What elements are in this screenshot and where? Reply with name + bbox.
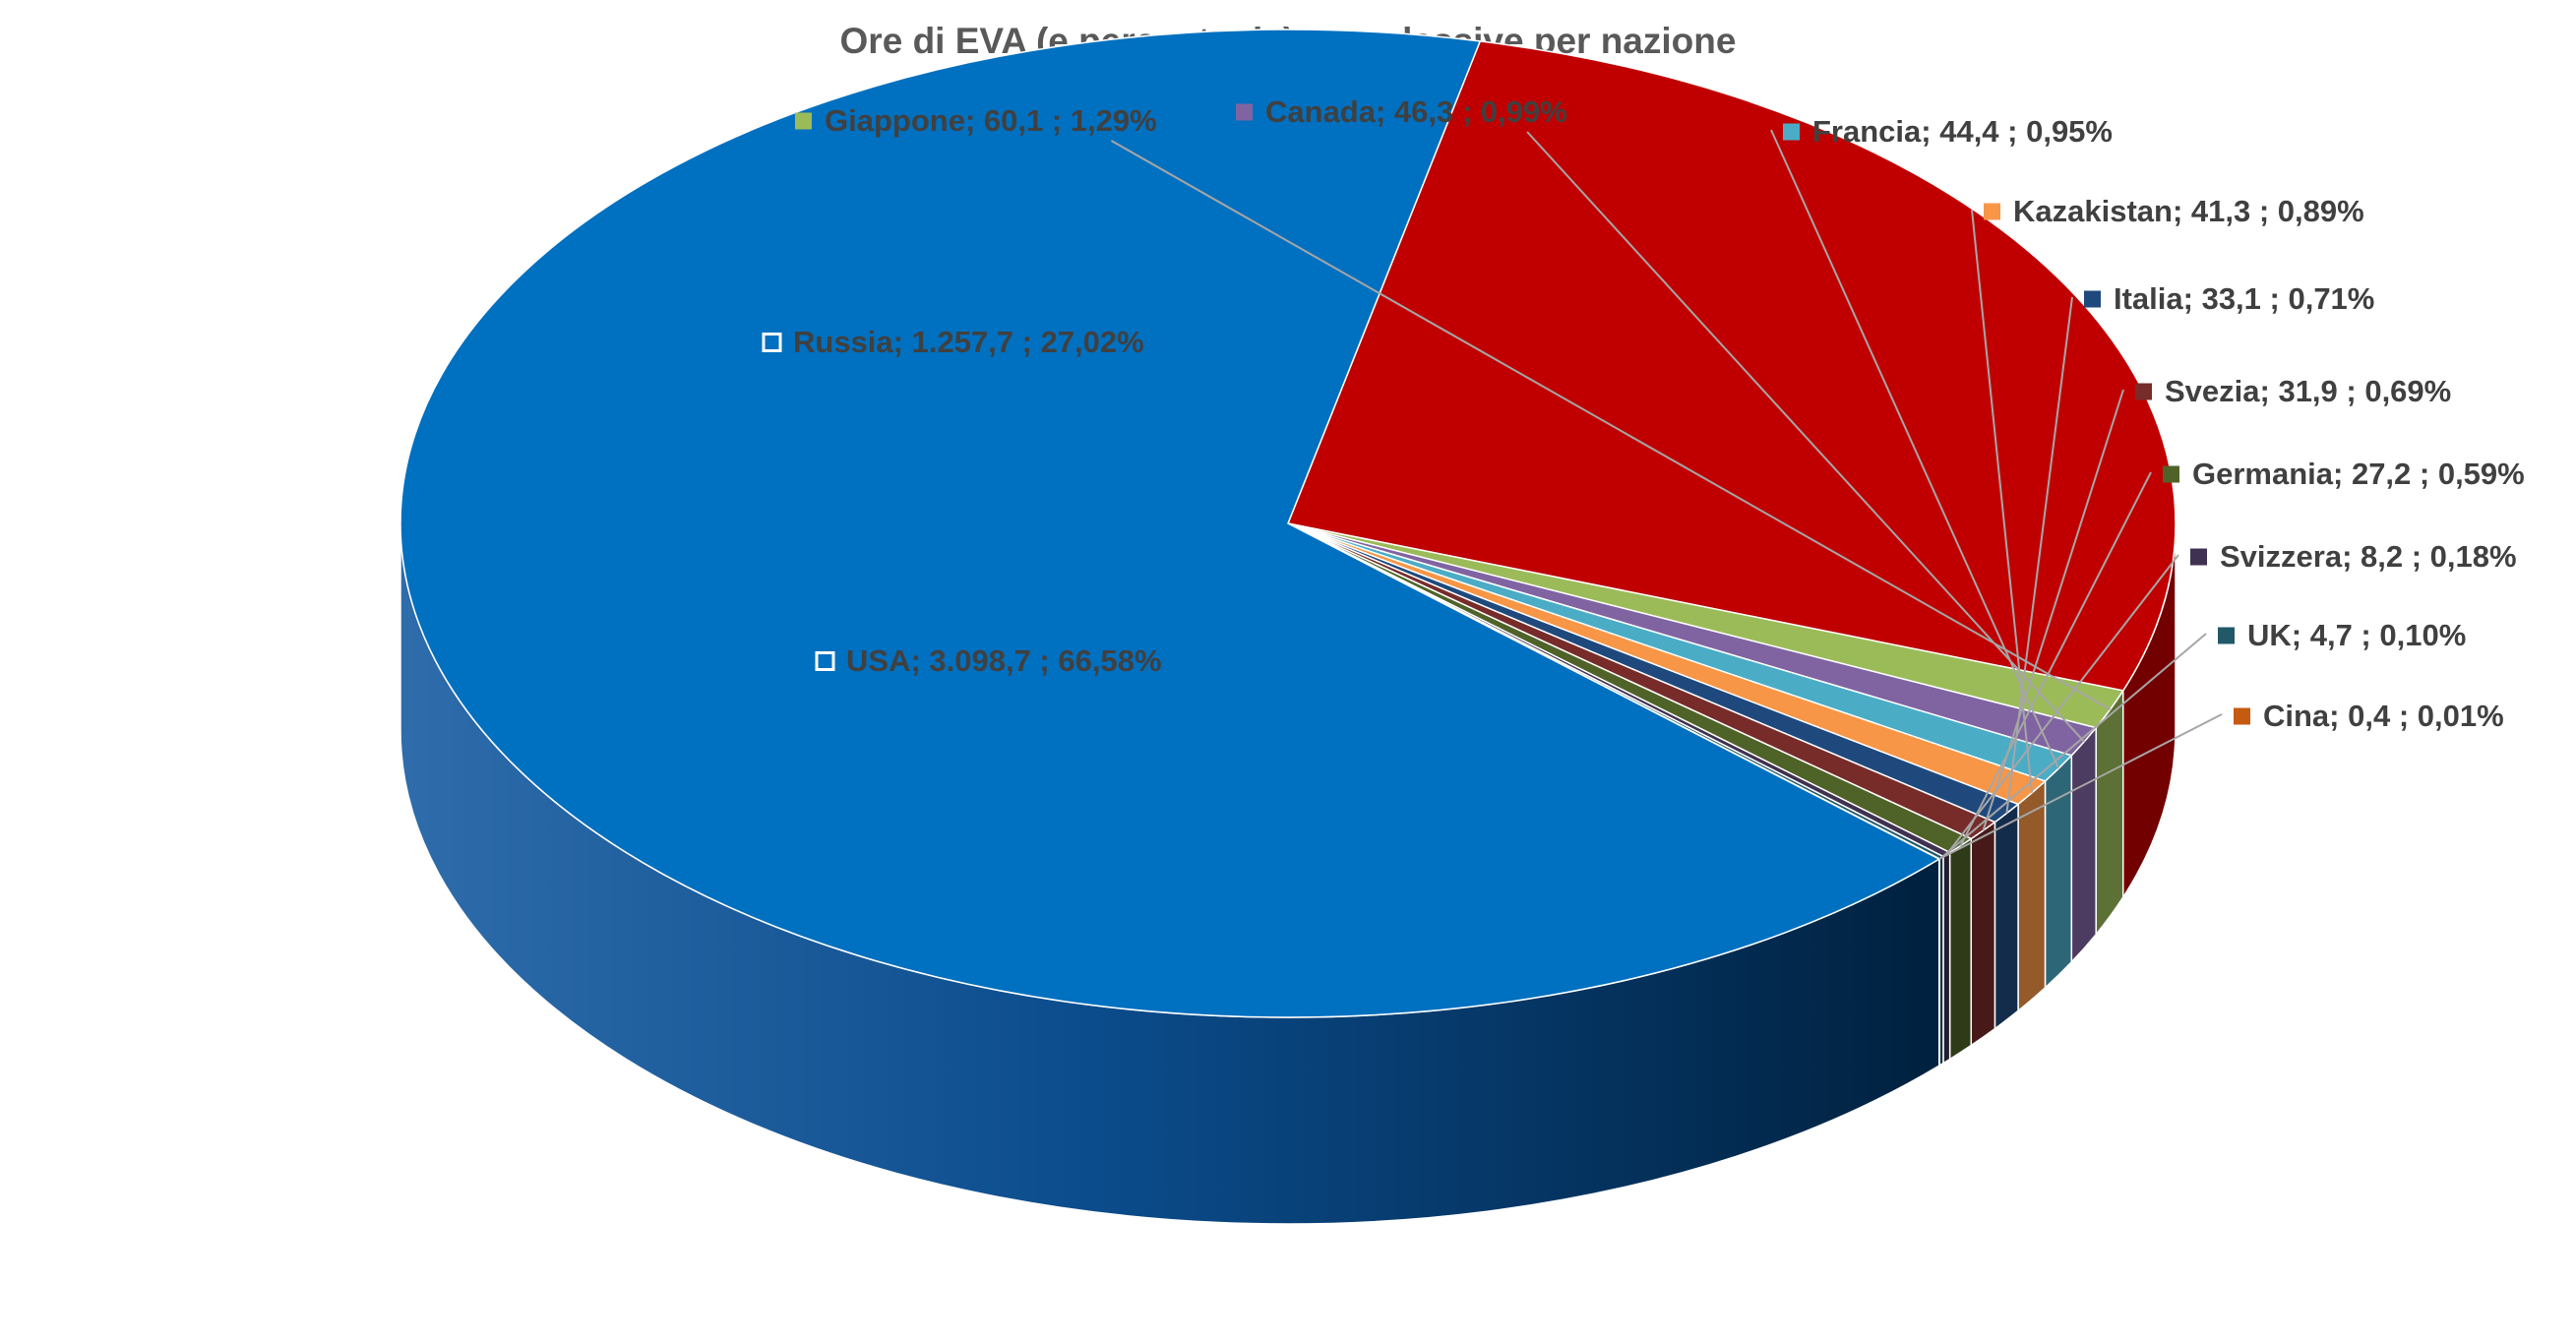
leader-lines: [1110, 129, 2223, 860]
pie-side-giappone: [2095, 688, 2124, 937]
pie-side-canada: [2070, 725, 2097, 964]
label-text-uk: UK; 4,7 ; 0,10%: [2247, 618, 2466, 652]
label-text-kazakistan: Kazakistan; 41,3 ; 0,89%: [2013, 194, 2364, 228]
legend-key-svezia: [2135, 383, 2152, 400]
legend-key-uk: [2218, 627, 2235, 644]
pie-slice-russia: [1286, 40, 2177, 692]
legend-key-germania: [2163, 465, 2179, 483]
label-text-giappone: Giappone; 60,1 ; 1,29%: [825, 103, 1157, 138]
data-label-usa: USA; 3.098,7 ; 66,58%: [815, 643, 1162, 678]
legend-key-usa: [815, 651, 835, 671]
legend-key-canada: [1236, 103, 1253, 121]
pie-slice-usa: [399, 29, 1941, 1018]
pie-side-italia: [1993, 802, 2019, 1031]
data-label-kazakistan: Kazakistan; 41,3 ; 0,89%: [1984, 194, 2364, 228]
pie-top-layer: [399, 29, 2177, 1018]
label-text-svezia: Svezia; 31,9 ; 0,69%: [2165, 374, 2451, 408]
data-label-germania: Germania; 27,2 ; 0,59%: [2163, 457, 2525, 491]
legend-key-italia: [2084, 290, 2101, 308]
leader-line-canada: [1526, 131, 2085, 743]
leader-line-francia: [1770, 129, 2060, 769]
leader-line-giappone: [1110, 140, 2112, 710]
legend-key-francia: [1783, 123, 1800, 141]
leader-line-uk: [1940, 633, 2207, 859]
data-label-cina: Cina; 0,4 ; 0,01%: [2234, 699, 2504, 733]
legend-key-giappone: [795, 112, 812, 130]
leader-line-svizzera: [1945, 554, 2179, 856]
data-labels: Russia; 1.257,7 ; 27,02% Giappone; 60,1 ;…: [762, 94, 2525, 733]
data-label-canada: Canada; 46,3 ; 0,99%: [1236, 94, 1567, 129]
label-text-germania: Germania; 27,2 ; 0,59%: [2192, 457, 2525, 491]
leader-line-italia: [2005, 296, 2073, 814]
pie-side-francia: [2044, 753, 2073, 990]
label-text-usa: USA; 3.098,7 ; 66,58%: [846, 643, 1162, 678]
legend-key-russia: [762, 333, 782, 352]
data-label-italia: Italia; 33,1 ; 0,71%: [2084, 281, 2374, 316]
data-label-giappone: Giappone; 60,1 ; 1,29%: [795, 103, 1157, 138]
data-label-svizzera: Svizzera; 8,2 ; 0,18%: [2190, 539, 2517, 574]
legend-key-cina: [2234, 707, 2250, 725]
pie-side-germania: [1948, 837, 1973, 1061]
leader-line-cina: [1938, 713, 2223, 860]
label-text-italia: Italia; 33,1 ; 0,71%: [2114, 281, 2374, 316]
label-text-russia: Russia; 1.257,7 ; 27,02%: [793, 325, 1144, 359]
data-label-russia: Russia; 1.257,7 ; 27,02%: [762, 325, 1144, 359]
label-text-cina: Cina; 0,4 ; 0,01%: [2263, 699, 2504, 733]
pie-side-svizzera: [1942, 851, 1951, 1065]
data-label-uk: UK; 4,7 ; 0,10%: [2218, 618, 2466, 652]
label-text-canada: Canada; 46,3 ; 0,99%: [1265, 94, 1567, 129]
data-label-svezia: Svezia; 31,9 ; 0,69%: [2135, 374, 2451, 408]
data-label-francia: Francia; 44,4 ; 0,95%: [1783, 114, 2113, 149]
pie-side-svezia: [1970, 821, 1996, 1047]
label-text-francia: Francia; 44,4 ; 0,95%: [1812, 114, 2113, 149]
legend-key-svizzera: [2190, 548, 2207, 566]
leader-line-germania: [1959, 471, 2152, 846]
legend-key-kazakistan: [1984, 203, 2000, 220]
label-text-svizzera: Svizzera; 8,2 ; 0,18%: [2220, 539, 2517, 574]
